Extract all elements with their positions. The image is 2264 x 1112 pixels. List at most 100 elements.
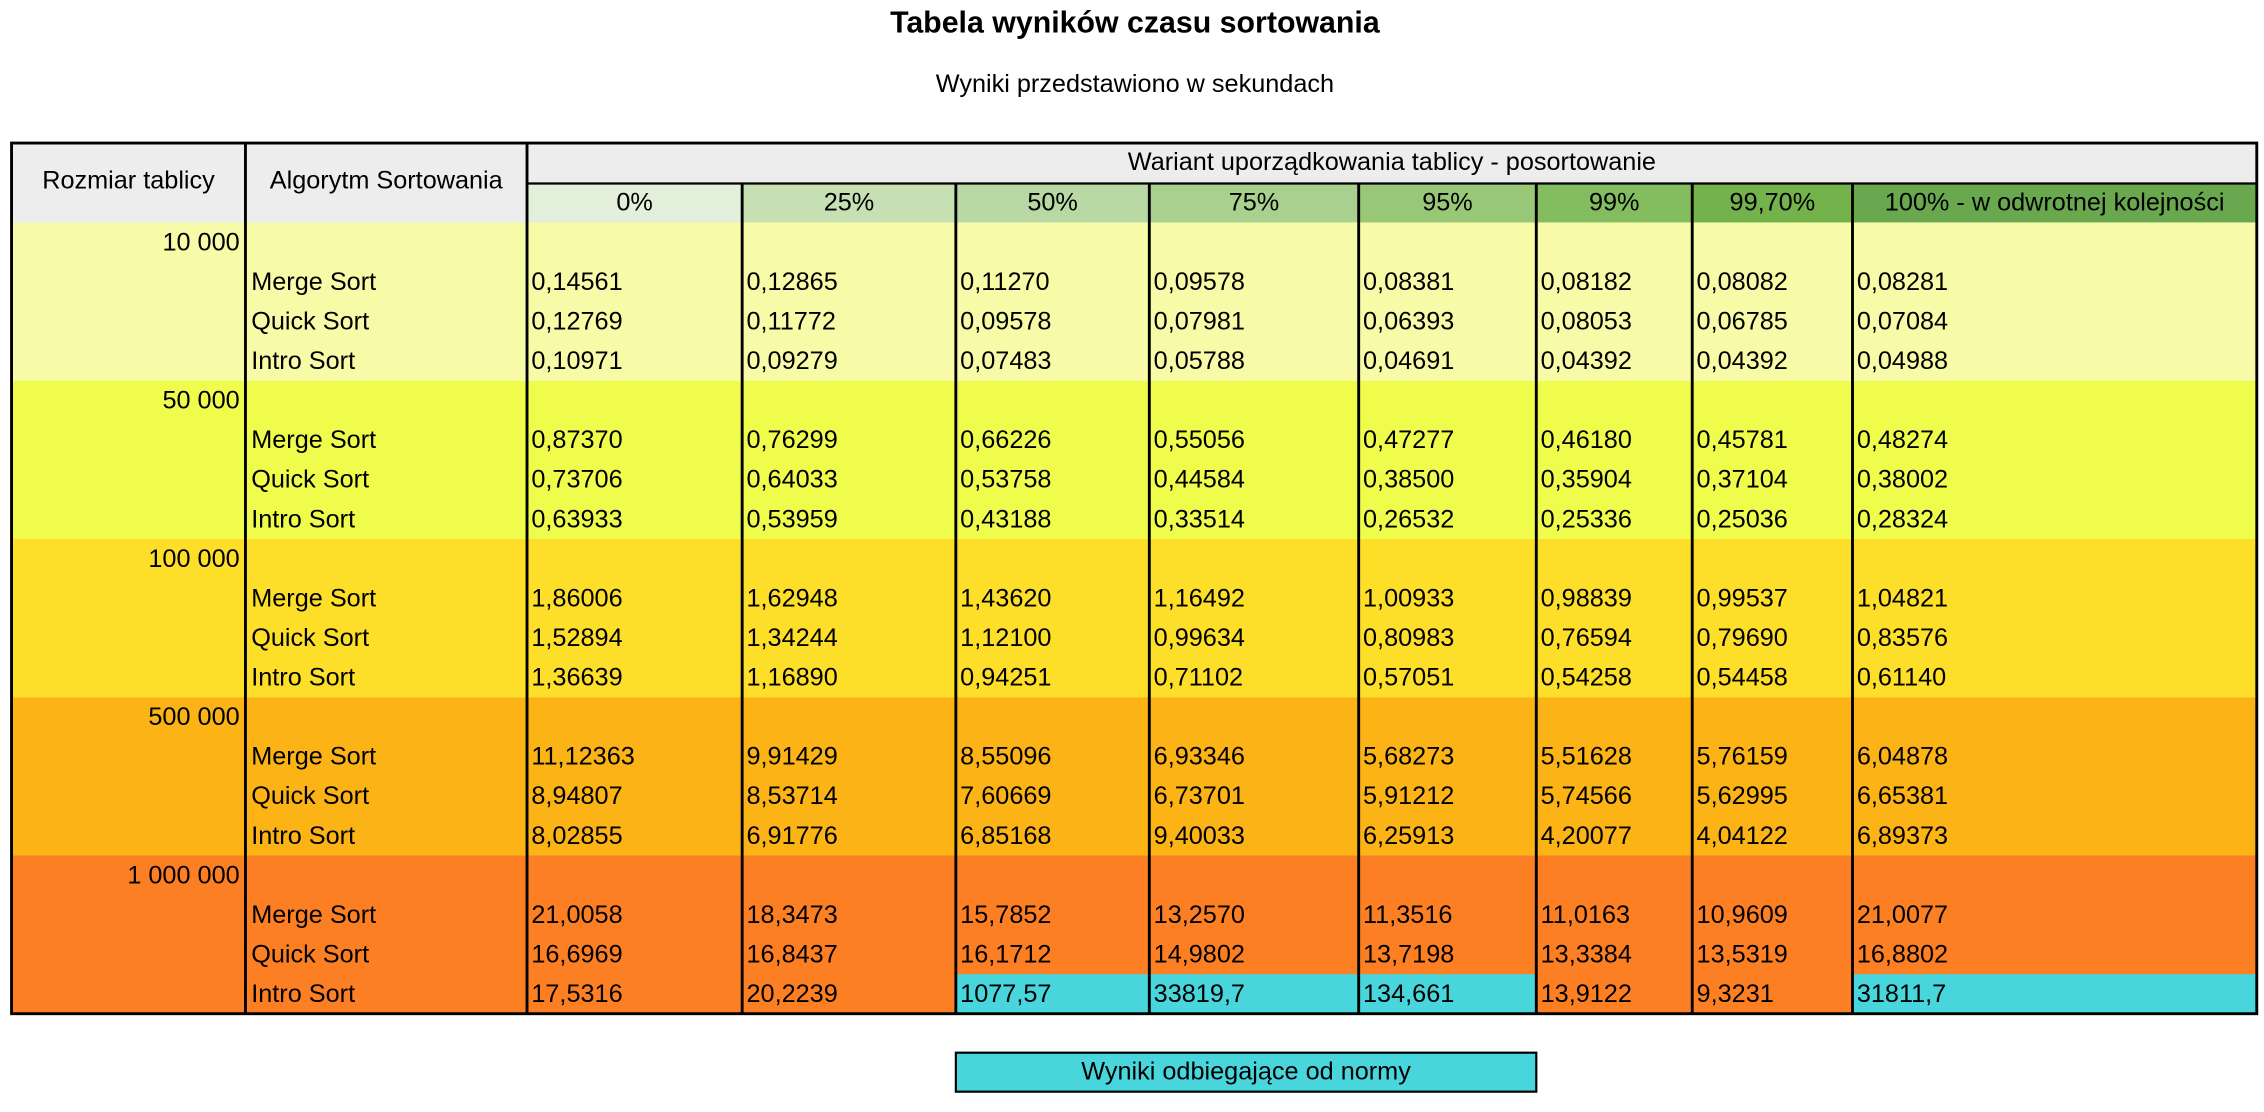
value-cell: 0,28324 — [1857, 505, 1948, 533]
value-cell: 0,08082 — [1697, 268, 1788, 296]
value-cell: 0,08053 — [1541, 307, 1632, 335]
outlier-cell — [1852, 974, 2257, 1014]
column-header: 95% — [1422, 188, 1473, 216]
column-header-cell — [1852, 183, 2257, 223]
value-cell: 0,63933 — [531, 505, 622, 533]
column-header-cell — [955, 183, 1150, 223]
value-cell: 6,04878 — [1857, 743, 1948, 771]
value-cell: 31811,7 — [1857, 980, 1946, 1008]
value-cell: 16,6969 — [531, 940, 622, 968]
value-cell: 21,0058 — [531, 901, 622, 929]
value-cell: 0,79690 — [1697, 624, 1788, 652]
value-cell: 1,43620 — [960, 584, 1051, 612]
value-cell: 0,73706 — [531, 466, 622, 494]
size-label: 50 000 — [162, 387, 239, 415]
value-cell: 1,04821 — [1857, 584, 1948, 612]
value-cell: 9,40033 — [1154, 822, 1245, 850]
value-cell: 0,04691 — [1363, 347, 1454, 375]
algorithm-label: Intro Sort — [251, 822, 355, 850]
value-cell: 0,06785 — [1697, 307, 1788, 335]
value-cell: 13,9122 — [1541, 980, 1632, 1008]
value-cell: 0,38002 — [1857, 466, 1948, 494]
value-cell: 1,00933 — [1363, 584, 1454, 612]
value-cell: 0,99634 — [1154, 624, 1245, 652]
value-cell: 0,94251 — [960, 664, 1051, 692]
value-cell: 0,55056 — [1154, 426, 1245, 454]
value-cell: 8,02855 — [531, 822, 622, 850]
value-cell: 0,11270 — [960, 268, 1049, 296]
value-cell: 0,53959 — [746, 505, 837, 533]
value-cell: 1,36639 — [531, 664, 622, 692]
value-cell: 1,12100 — [960, 624, 1051, 652]
algorithm-label: Quick Sort — [251, 466, 369, 494]
value-cell: 0,04392 — [1541, 347, 1632, 375]
value-cell: 0,76299 — [746, 426, 837, 454]
value-cell: 5,62995 — [1697, 782, 1788, 810]
value-cell: 0,09578 — [960, 307, 1051, 335]
value-cell: 6,93346 — [1154, 743, 1245, 771]
column-header-cell — [1536, 183, 1693, 223]
value-cell: 0,04392 — [1697, 347, 1788, 375]
algorithm-label: Merge Sort — [251, 426, 376, 454]
value-cell: 0,10971 — [531, 347, 622, 375]
value-cell: 6,85168 — [960, 822, 1051, 850]
value-cell: 0,04988 — [1857, 347, 1948, 375]
outlier-cell — [955, 974, 1150, 1014]
column-header: 50% — [1027, 188, 1078, 216]
value-cell: 0,71102 — [1154, 664, 1243, 692]
value-cell: 13,7198 — [1363, 940, 1454, 968]
value-cell: 0,05788 — [1154, 347, 1245, 375]
value-cell: 0,08281 — [1857, 268, 1948, 296]
value-cell: 0,44584 — [1154, 466, 1245, 494]
outlier-cell — [1358, 974, 1537, 1014]
value-cell: 0,80983 — [1363, 624, 1454, 652]
value-cell: 0,54458 — [1697, 664, 1788, 692]
value-cell: 6,89373 — [1857, 822, 1948, 850]
value-cell: 11,12363 — [531, 743, 634, 771]
value-cell: 13,2570 — [1154, 901, 1245, 929]
value-cell: 9,3231 — [1697, 980, 1774, 1008]
algorithm-label: Quick Sort — [251, 782, 369, 810]
value-cell: 0,61140 — [1857, 664, 1946, 692]
value-cell: 0,47277 — [1363, 426, 1454, 454]
value-cell: 0,25036 — [1697, 505, 1788, 533]
column-header: 100% - w odwrotnej kolejności — [1885, 188, 2225, 216]
value-cell: 0,48274 — [1857, 426, 1948, 454]
value-cell: 10,9609 — [1697, 901, 1788, 929]
value-cell: 0,83576 — [1857, 624, 1948, 652]
value-cell: 0,43188 — [960, 505, 1051, 533]
value-cell: 0,37104 — [1697, 466, 1788, 494]
column-header: 0% — [616, 188, 653, 216]
value-cell: 17,5316 — [531, 980, 622, 1008]
algorithm-label: Merge Sort — [251, 901, 376, 929]
value-cell: 0,76594 — [1541, 624, 1632, 652]
outlier-cell — [1149, 974, 1359, 1014]
value-cell: 8,94807 — [531, 782, 622, 810]
column-header-cell — [742, 183, 956, 223]
table-border — [10, 141, 2259, 1016]
value-cell: 5,68273 — [1363, 743, 1454, 771]
value-cell: 1,62948 — [746, 584, 837, 612]
title: Tabela wyników czasu sortowania — [890, 7, 1381, 40]
column-header-cell — [1149, 183, 1359, 223]
value-cell: 0,87370 — [531, 426, 622, 454]
value-cell: 33819,7 — [1154, 980, 1245, 1008]
value-cell: 0,07084 — [1857, 307, 1948, 335]
legend-label: Wyniki odbiegające od normy — [1081, 1058, 1411, 1086]
value-cell: 0,54258 — [1541, 664, 1632, 692]
header-variant: Wariant uporządkowania tablicy - posorto… — [1128, 148, 1656, 176]
column-header: 25% — [824, 188, 875, 216]
column-header-cell — [527, 183, 743, 223]
value-cell: 9,91429 — [746, 743, 837, 771]
value-cell: 0,07483 — [960, 347, 1051, 375]
value-cell: 5,74566 — [1541, 782, 1632, 810]
column-header-cell — [1358, 183, 1537, 223]
value-cell: 0,08381 — [1363, 268, 1454, 296]
value-cell: 0,38500 — [1363, 466, 1454, 494]
group-band — [11, 538, 2257, 698]
algorithm-label: Intro Sort — [251, 347, 355, 375]
value-cell: 8,53714 — [746, 782, 837, 810]
legend-box — [954, 1051, 1538, 1093]
size-label: 100 000 — [148, 545, 239, 573]
